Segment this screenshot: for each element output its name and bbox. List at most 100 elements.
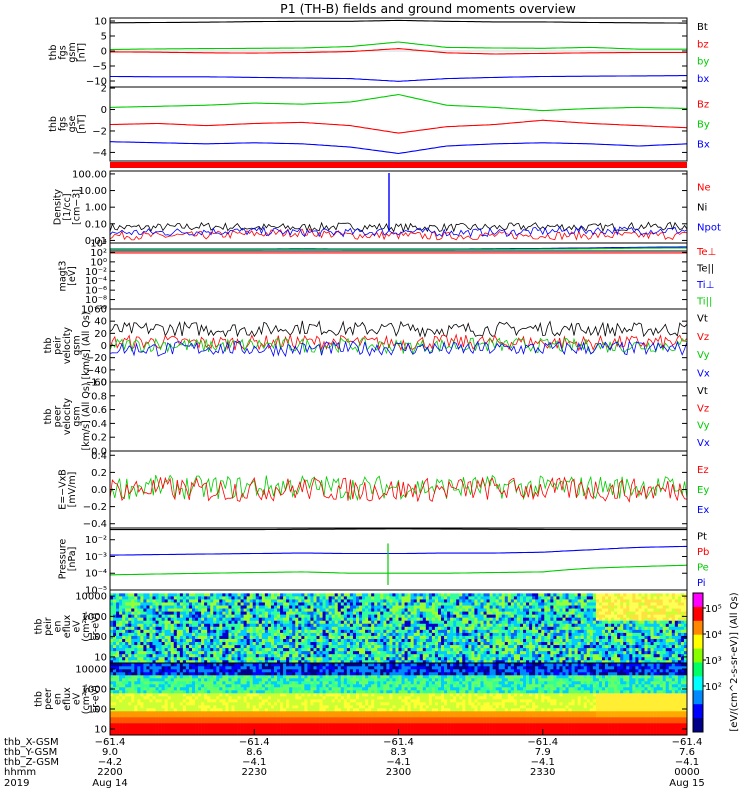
- legend-Pb: Pb: [697, 547, 709, 558]
- x-date-start: Aug 14: [92, 778, 127, 789]
- y-tick-label: 10⁻¹⁰: [81, 305, 107, 316]
- x-row-value: −61.4: [383, 737, 414, 748]
- legend-Pe: Pe: [697, 562, 709, 573]
- x-row-value: 2300: [386, 767, 411, 778]
- colorbar-label: [eV/(cm^2-s-sr-eV)] (All Qs): [729, 592, 740, 731]
- y-label-line: gsm: [72, 335, 83, 355]
- y-tick-label: 40: [94, 317, 107, 328]
- y-tick-label: 10: [94, 17, 107, 28]
- panel-pressure: 10⁻² 10⁻³ 10⁻⁴ 10⁻⁵ Pressure[nPa] Pt Pb Pe Pi: [57, 527, 709, 597]
- colorbar-segment: [693, 634, 703, 650]
- y-tick-label: 10: [94, 652, 107, 663]
- series-Pt: [110, 528, 687, 531]
- y-label-line: peir: [53, 336, 64, 355]
- y-ticks: 100.00 10.00 1.00 0.10 0.01: [72, 169, 687, 247]
- y-tick-label: −60: [86, 378, 107, 389]
- legend-Te||: Te||: [696, 263, 714, 274]
- y-tick-label: 0.0: [91, 485, 107, 496]
- panel-stack: 1050−5−10thbfgsgsm[nT]Btbzbybx20−2−4thbf…: [34, 17, 721, 736]
- y-ticks: 0.4 0.2 0.0 −0.2 −0.4: [83, 451, 687, 530]
- legend-Vx: Vx: [697, 368, 710, 379]
- y-tick-label: −0.2: [83, 502, 107, 513]
- y-label-line: [1/cc]: [62, 193, 73, 220]
- quality-flag-bar: [110, 162, 687, 168]
- panel-peer_vel: 1.00.80.60.40.20.0thbpeervelocitygsm[km/…: [43, 378, 710, 458]
- x-row-value: 2230: [242, 767, 267, 778]
- y-label-line: en: [53, 693, 64, 705]
- y-axis-label: magt3[eV]: [57, 261, 78, 292]
- y-label-line: [nT]: [76, 114, 87, 133]
- colorbar-segment: [693, 704, 703, 719]
- y-tick-label: 5: [101, 32, 107, 43]
- y-tick-label: −40: [86, 365, 107, 376]
- y-label-line: gse: [67, 115, 78, 132]
- series-Pi: [110, 545, 687, 556]
- y-tick-label: 0: [101, 47, 107, 58]
- panel-magt3: 10⁴10²10⁰10⁻²10⁻⁴10⁻⁶10⁻⁸10⁻¹⁰magt3[eV]T…: [57, 239, 716, 316]
- y-tick-label: 100: [88, 632, 107, 643]
- y-tick-label: 100: [88, 704, 107, 715]
- y-tick-label: 0.4: [91, 451, 107, 462]
- legend-Pi: Pi: [697, 578, 706, 589]
- y-label-line: peer: [53, 406, 64, 428]
- y-label-line: eV: [72, 692, 83, 705]
- x-row-label: thb_Z-GSM: [4, 757, 59, 768]
- y-label-line: (cm²s-: [81, 611, 92, 641]
- colorbar-segment: [693, 690, 703, 705]
- y-tick-label: 0: [101, 341, 107, 352]
- colorbar-segment: [693, 676, 703, 691]
- legend-Bz: Bz: [697, 100, 709, 111]
- legend: Ne Ni Npot: [697, 183, 721, 234]
- y-tick-label: 10⁻⁴: [85, 569, 107, 580]
- legend-Bx: Bx: [697, 140, 710, 151]
- x-row-label: thb_X-GSM: [4, 737, 59, 748]
- y-tick-label: 0.4: [91, 419, 107, 430]
- spectrogram-peer_spec: [110, 663, 688, 736]
- y-tick-label: 2: [101, 84, 107, 95]
- y-label-line: fgs: [57, 45, 68, 59]
- y-tick-label: 10.00: [78, 186, 107, 197]
- y-label-line: thb: [43, 338, 54, 354]
- colorbar-tick: 10²: [705, 682, 722, 693]
- series-Bz: [110, 119, 688, 134]
- y-tick-label: 10⁻⁸: [85, 295, 107, 306]
- legend-Ti||: Ti||: [696, 296, 712, 307]
- y-label-line: gsm: [67, 42, 78, 62]
- series-bz: [110, 48, 687, 55]
- y-label-line: eflux: [62, 614, 73, 638]
- series-Vt: [109, 320, 688, 338]
- y-label-line: [mV/m]: [67, 472, 78, 508]
- series-Bt: [110, 19, 687, 24]
- x-axis-annotation: thb_X-GSM −61.4 −61.4 −61.4 −61.4 −61.4 thb_Y-…: [4, 729, 705, 789]
- y-tick-label: 10⁻³: [85, 552, 107, 563]
- legend: Bz By Bx: [697, 100, 710, 151]
- x-row-value: −4.1: [675, 757, 699, 768]
- y-tick-label: 10⁻⁴: [85, 276, 107, 287]
- series-Vx: [109, 340, 688, 358]
- panel-efield: 0.4 0.2 0.0 −0.2 −0.4 E=−VxB[mV/m] Ez Ey Ex: [57, 450, 709, 530]
- y-tick-label: −10: [86, 77, 107, 88]
- legend-Vt: Vt: [697, 314, 708, 325]
- x-row-value: −4.2: [98, 757, 122, 768]
- x-row-value: 7.6: [679, 747, 695, 758]
- panel-density: 100.0010.001.000.100.01Density[1/cc][cm−…: [53, 169, 721, 246]
- y-tick-label: 0.2: [91, 468, 107, 479]
- y-tick-label: 1000: [82, 685, 107, 696]
- legend-Ti⊥: Ti⊥: [696, 280, 714, 291]
- y-tick-label: 0.0: [91, 447, 107, 458]
- y-tick-label: 0.01: [85, 236, 107, 247]
- colorbar-segment: [693, 593, 703, 608]
- y-label-line: [nPa]: [67, 547, 78, 572]
- y-tick-label: 1000: [82, 612, 107, 623]
- y-label-line: thb: [34, 691, 45, 707]
- y-tick-label: 0.10: [85, 219, 107, 230]
- series-Ne: [109, 228, 688, 241]
- y-label-line: thb: [34, 619, 45, 635]
- y-label-line: fgs: [57, 117, 68, 131]
- x-row-value: 8.3: [391, 747, 407, 758]
- legend-Npot: Npot: [697, 223, 721, 234]
- legend-Ey: Ey: [697, 485, 709, 496]
- y-label-line: (cm²s-: [81, 684, 92, 714]
